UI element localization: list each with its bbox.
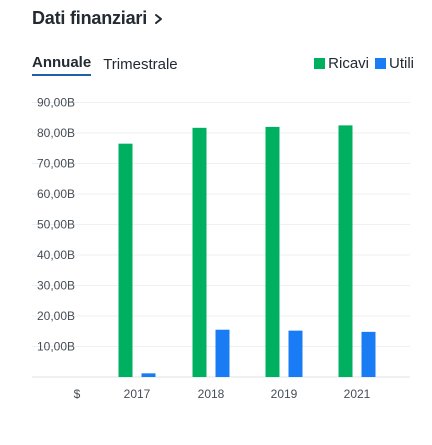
legend-swatch-revenue xyxy=(314,58,326,69)
x-tick-label: 2021 xyxy=(344,387,371,401)
bar-earnings xyxy=(215,329,230,377)
y-tick-label: 10,00B xyxy=(37,340,75,354)
x-tick-label: 2018 xyxy=(198,387,225,401)
financials-header-link[interactable]: Dati finanziari xyxy=(32,8,165,29)
y-tick-label: 90,00B xyxy=(37,96,75,110)
y-tick-label: 50,00B xyxy=(37,218,75,232)
legend-item-revenue: Ricavi xyxy=(314,55,369,72)
chevron-right-icon xyxy=(155,13,163,24)
period-tabs: Annuale Trimestrale xyxy=(32,54,178,76)
bar-earnings xyxy=(361,331,376,377)
y-axis-unit-label: $ xyxy=(74,387,81,401)
x-tick-label: 2019 xyxy=(271,387,298,401)
legend-label-revenue: Ricavi xyxy=(328,55,369,72)
x-tick-label: 2017 xyxy=(124,387,151,401)
legend-item-earnings: Utili xyxy=(375,55,414,72)
y-tick-label: 60,00B xyxy=(37,187,75,201)
tab-annual[interactable]: Annuale xyxy=(32,54,92,76)
bar-revenue xyxy=(192,127,207,377)
y-tick-label: 80,00B xyxy=(37,126,75,140)
y-tick-label: 40,00B xyxy=(37,248,75,262)
bar-revenue xyxy=(338,125,353,377)
section-title: Dati finanziari xyxy=(32,8,148,28)
y-tick-label: 20,00B xyxy=(37,309,75,323)
legend-swatch-earnings xyxy=(375,58,386,69)
bar-earnings xyxy=(288,330,303,377)
bar-revenue xyxy=(265,126,280,378)
legend-label-earnings: Utili xyxy=(389,55,414,72)
y-tick-label: 70,00B xyxy=(37,157,75,171)
chart-legend: Ricavi Utili xyxy=(308,55,414,72)
bar-revenue xyxy=(118,143,133,377)
bar-earnings xyxy=(141,373,156,377)
y-tick-label: 30,00B xyxy=(37,279,75,293)
tab-quarterly[interactable]: Trimestrale xyxy=(103,56,178,73)
